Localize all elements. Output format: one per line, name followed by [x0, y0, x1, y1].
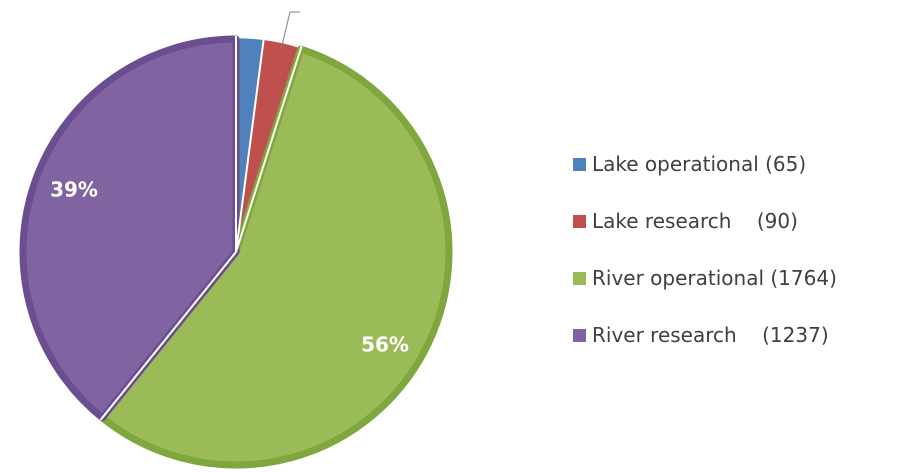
- legend-label-river-operational: River operational (1764): [592, 266, 837, 290]
- leader-line: [280, 11, 300, 49]
- legend-item-river-operational: River operational (1764): [573, 264, 837, 292]
- legend-swatch-river-operational: [573, 271, 586, 285]
- legend-swatch-lake-research: [573, 214, 586, 228]
- slice-separator-river-operational: [235, 45, 303, 253]
- legend-item-river-research: River research (1237): [573, 321, 837, 349]
- legend-swatch-lake-operational: [573, 157, 586, 171]
- slice-separator-lake-research: [235, 37, 265, 253]
- data-label-river-research: 39%: [50, 178, 98, 202]
- legend-item-lake-operational: Lake operational (65): [573, 150, 837, 178]
- slice-separator-river-research: [99, 251, 237, 421]
- pie-slices: [19, 35, 453, 469]
- pie-slice-river-operational: [98, 45, 453, 469]
- pie-data-labels: 56% 39%: [50, 178, 409, 357]
- legend-label-lake-operational: Lake operational (65): [592, 152, 807, 176]
- legend-label-lake-research: Lake research (90): [592, 209, 798, 233]
- legend-swatch-river-research: [573, 328, 586, 342]
- leader-line-lake-research: [280, 11, 300, 49]
- pie-slice-river-research: [19, 35, 240, 422]
- legend: Lake operational (65) Lake research (90)…: [573, 150, 837, 349]
- legend-label-river-research: River research (1237): [592, 323, 829, 347]
- legend-item-lake-research: Lake research (90): [573, 207, 837, 235]
- data-label-river-operational: 56%: [361, 333, 409, 357]
